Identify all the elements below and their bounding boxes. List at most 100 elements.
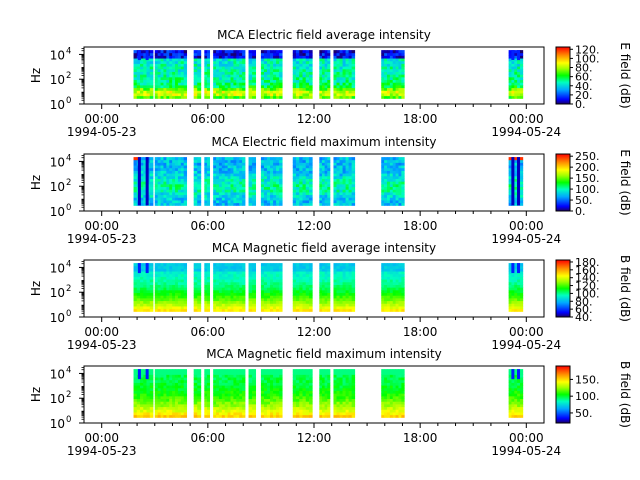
spectrogram-cell [270,263,274,267]
spectrogram-cell [166,306,170,310]
spectrogram-cell [239,395,243,400]
spectrogram-cell [163,170,167,174]
spectrogram-cell [270,87,274,91]
spectrogram-cell [221,284,226,288]
spectrogram-cell [166,298,170,302]
spectrogram-cell [180,52,185,56]
spectrogram-cell [263,295,268,299]
spectrogram-cell [143,82,147,86]
spectrogram-cell [163,393,167,397]
spectrogram-block [193,263,202,312]
spectrogram-cell [263,186,268,190]
spectrogram-cell [339,279,343,283]
spectrogram-cell [230,85,234,89]
spectrogram-cell [324,186,328,190]
spectrogram-cell [236,271,240,275]
spectrogram-cell [517,295,521,299]
spectrogram-cell [221,55,226,59]
spectrogram-cell [166,369,170,373]
spectrogram-cell [149,85,154,89]
y-tick-label: 10 [50,98,65,112]
spectrogram-cell [511,90,515,94]
spectrogram-cell [216,76,220,81]
spectrogram-cell [333,74,337,78]
spectrogram-cell [345,181,350,185]
spectrogram-cell [154,197,159,201]
spectrogram-cell [305,395,310,400]
spectrogram-cell [508,173,512,177]
spectrogram-block [333,263,356,312]
spectrogram-cell [401,82,405,86]
spectrogram-cell [384,55,388,59]
spectrogram-cell [236,295,240,299]
spectrogram-cell [239,374,243,378]
spectrogram-cell [333,271,337,275]
colorbar-tick-label: 100. [575,183,600,196]
spectrogram-cell [351,308,356,312]
spectrogram-cell [239,192,243,196]
spectrogram-cell [242,202,246,206]
spectrogram-cell [160,76,164,81]
spectrogram-cell [230,414,234,418]
spectrogram-cell [324,173,328,177]
spectrogram-cell [276,165,280,169]
spectrogram-cell [384,192,388,196]
spectrogram-cell [339,292,343,296]
spectrogram-cell [386,63,391,67]
spectrogram-cell [270,52,274,56]
spectrogram-cell [193,202,198,206]
spectrogram-cell [266,90,271,94]
spectrogram-cell [248,390,253,394]
spectrogram-cell [321,281,326,285]
spectrogram-cell [263,173,268,177]
spectrogram-cell [279,192,283,196]
spectrogram-cell [224,395,229,400]
spectrogram-cell [224,79,229,83]
spectrogram-cell [299,387,303,391]
spectrogram-cell [180,401,185,405]
spectrogram-cell [193,87,198,91]
spectrogram-cell [292,281,297,285]
spectrogram-cell [319,197,323,201]
spectrogram-cell [292,263,297,267]
spectrogram-cell [242,398,246,402]
spectrogram-cell [143,194,147,198]
spectrogram-cell [336,183,340,188]
spectrogram-cell [224,279,229,283]
spectrogram-cell [154,306,159,310]
spectrogram-cell [143,55,147,59]
spectrogram-cell [276,60,280,64]
spectrogram-cell [216,281,220,285]
spectrogram-cell [327,268,331,272]
spectrogram-cell [348,271,353,275]
spectrogram-cell [180,66,185,70]
spectrogram-cell [183,95,188,99]
spectrogram-cell [177,382,182,386]
spectrogram-cell [216,387,220,391]
spectrogram-cell [319,189,323,193]
spectrogram-cell [236,197,240,201]
spectrogram-cell [336,279,340,283]
spectrogram-cell [296,414,300,418]
spectrogram-cell [218,71,223,75]
spectrogram-cell [172,306,176,310]
spectrogram-cell [239,401,243,405]
spectrogram-cell [236,55,240,59]
spectrogram-cell [143,412,147,416]
spectrogram-cell [154,303,159,307]
spectrogram-cell [233,371,237,375]
spectrogram-cell [213,287,217,291]
spectrogram-cell [206,157,211,161]
spectrogram-cell [133,281,138,285]
spectrogram-cell [266,58,271,62]
spectrogram-cell [351,276,356,280]
spectrogram-cell [327,55,331,59]
spectrogram-cell [172,175,176,179]
spectrogram-cell [351,186,356,190]
spectrogram-cell [206,71,211,75]
spectrogram-cell [233,157,237,161]
spectrogram-cell [177,268,182,272]
spectrogram-cell [204,74,208,78]
spectrogram-cell [308,175,313,179]
spectrogram-cell [292,157,297,161]
